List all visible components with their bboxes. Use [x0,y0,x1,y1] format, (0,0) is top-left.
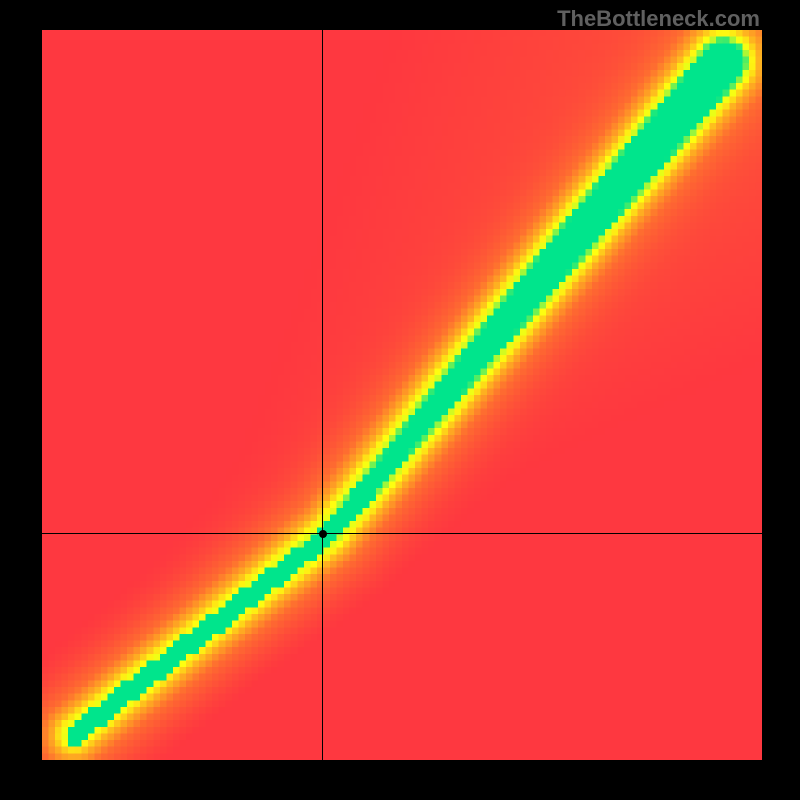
watermark-text: TheBottleneck.com [557,6,760,32]
crosshair-vertical [322,30,323,760]
bottleneck-heatmap [42,30,762,760]
chart-container: TheBottleneck.com [0,0,800,800]
crosshair-horizontal [42,533,762,534]
crosshair-marker [319,530,327,538]
